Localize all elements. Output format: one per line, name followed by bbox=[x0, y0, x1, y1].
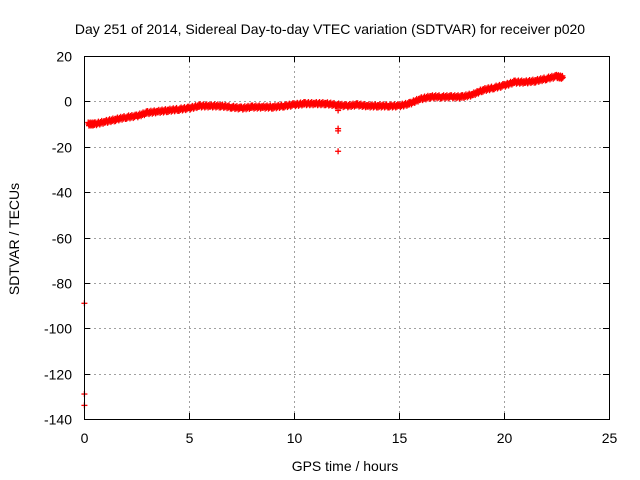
data-point bbox=[559, 74, 566, 81]
y-tick-label: -80 bbox=[52, 276, 72, 292]
data-point bbox=[335, 107, 342, 114]
data-point bbox=[335, 127, 342, 134]
x-tick-label: 10 bbox=[287, 430, 303, 446]
chart-title: Day 251 of 2014, Sidereal Day-to-day VTE… bbox=[75, 21, 585, 37]
x-tick-label: 25 bbox=[602, 430, 618, 446]
data-point bbox=[335, 148, 342, 155]
y-tick-label: -60 bbox=[52, 231, 72, 247]
y-tick-label: -120 bbox=[44, 367, 72, 383]
y-tick-label: -140 bbox=[44, 412, 72, 428]
x-tick-label: 15 bbox=[392, 430, 408, 446]
y-tick-label: -40 bbox=[52, 185, 72, 201]
x-tick-label: 0 bbox=[81, 430, 89, 446]
x-tick-label: 5 bbox=[186, 430, 194, 446]
data-points bbox=[81, 71, 566, 409]
y-tick-label: -100 bbox=[44, 321, 72, 337]
axis-ticks: 0 5 10 15 20 25 20 0 -20 -40 -60 -80 -100 -120 -140 bbox=[44, 49, 618, 447]
x-axis-label: GPS time / hours bbox=[292, 458, 399, 474]
y-axis-label: SDTVAR / TECUs bbox=[6, 183, 22, 295]
y-tick-label: 0 bbox=[64, 94, 72, 110]
x-tick-label: 20 bbox=[497, 430, 513, 446]
grid-lines bbox=[84, 56, 609, 419]
y-tick-label: -20 bbox=[52, 140, 72, 156]
y-tick-label: 20 bbox=[56, 49, 72, 65]
